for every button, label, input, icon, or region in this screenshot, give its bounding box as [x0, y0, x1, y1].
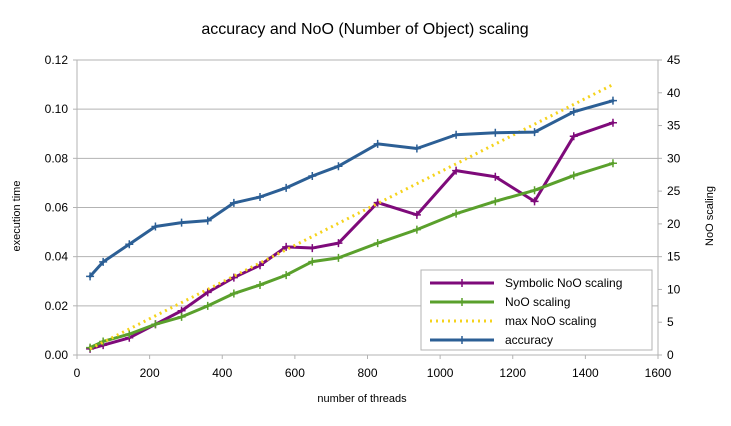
left-axis-ticks: 0.00 0.02 0.04 0.06 0.08 0.10 0.12 — [45, 53, 77, 362]
accuracy-point — [608, 96, 617, 105]
x-tick-label: 400 — [212, 366, 232, 380]
left-tick-label: 0.04 — [45, 250, 69, 264]
max-noo-scaling-line — [89, 83, 614, 351]
symbolic-noo-scaling-point — [308, 244, 317, 253]
accuracy-point — [569, 107, 578, 116]
legend-label-max-noo-scaling: max NoO scaling — [505, 314, 596, 328]
legend-marker-accuracy — [458, 336, 466, 344]
x-tick-label: 200 — [140, 366, 160, 380]
noo-scaling-point — [452, 209, 461, 218]
symbolic-noo-scaling-point — [491, 172, 500, 181]
accuracy-point — [256, 193, 265, 202]
noo-scaling-line — [88, 161, 615, 350]
accuracy-line — [88, 99, 615, 278]
accuracy-point — [203, 216, 212, 225]
noo-scaling-point — [282, 271, 291, 280]
noo-scaling-point — [177, 312, 186, 321]
symbolic-noo-scaling-point — [569, 132, 578, 141]
accuracy-point — [452, 130, 461, 139]
left-tick-label: 0.02 — [45, 299, 69, 313]
accuracy-point — [229, 198, 238, 207]
noo-scaling-point — [99, 337, 108, 346]
noo-scaling-point — [569, 171, 578, 180]
right-tick-label: 10 — [667, 282, 681, 296]
noo-scaling-point — [334, 253, 343, 262]
legend-label-accuracy: accuracy — [505, 333, 553, 347]
right-tick-label: 15 — [667, 250, 681, 264]
noo-scaling-point — [203, 301, 212, 310]
noo-scaling-point — [530, 186, 539, 195]
right-tick-label: 45 — [667, 53, 681, 67]
noo-scaling-point — [229, 289, 238, 298]
legend-label-noo-scaling: NoO scaling — [505, 295, 570, 309]
accuracy-point — [373, 139, 382, 148]
max-noo-scaling-series — [89, 83, 614, 351]
noo-scaling-point — [412, 225, 421, 234]
symbolic-noo-scaling-point — [530, 197, 539, 206]
x-axis-ticks: 0 200 400 600 800 1000 1200 1400 1600 — [74, 355, 672, 380]
accuracy-point — [334, 162, 343, 171]
legend-label-symbolic-noo-scaling: Symbolic NoO scaling — [505, 276, 622, 290]
accuracy-point — [530, 128, 539, 137]
right-tick-label: 0 — [667, 348, 674, 362]
left-axis-title: execution time — [11, 181, 23, 252]
x-tick-label: 600 — [285, 366, 305, 380]
symbolic-noo-scaling-point — [229, 273, 238, 282]
symbolic-noo-scaling-point — [334, 239, 343, 248]
symbolic-noo-scaling-point — [203, 288, 212, 297]
noo-scaling-series — [86, 159, 617, 352]
left-tick-label: 0.06 — [45, 201, 69, 215]
legend-marker-noo-scaling — [458, 298, 466, 306]
right-tick-label: 35 — [667, 119, 681, 133]
right-tick-label: 5 — [667, 315, 674, 329]
right-axis-ticks: 0 5 10 15 20 25 30 35 40 45 — [658, 53, 681, 362]
left-tick-label: 0.00 — [45, 348, 69, 362]
x-tick-label: 800 — [357, 366, 377, 380]
symbolic-noo-scaling-point — [412, 210, 421, 219]
accuracy-point — [308, 172, 317, 181]
accuracy-point — [282, 183, 291, 192]
x-tick-label: 1600 — [645, 366, 672, 380]
left-tick-label: 0.08 — [45, 151, 69, 165]
x-axis-title: number of threads — [317, 393, 407, 405]
symbolic-noo-scaling-point — [608, 118, 617, 127]
chart-title: accuracy and NoO (Number of Object) scal… — [201, 21, 528, 38]
x-tick-label: 1400 — [572, 366, 599, 380]
legend: Symbolic NoO scaling NoO scaling max NoO s… — [420, 269, 653, 351]
accuracy-point — [491, 128, 500, 137]
accuracy-point — [99, 257, 108, 266]
series-layer — [86, 83, 617, 353]
x-tick-label: 0 — [74, 366, 81, 380]
noo-scaling-point — [491, 197, 500, 206]
legend-marker-symbolic-noo-scaling — [458, 279, 466, 287]
right-axis-title: NoO scaling — [704, 186, 716, 246]
right-tick-label: 20 — [667, 217, 681, 231]
noo-scaling-point — [373, 239, 382, 248]
right-tick-label: 40 — [667, 86, 681, 100]
left-tick-label: 0.12 — [45, 53, 69, 67]
left-tick-label: 0.10 — [45, 102, 69, 116]
accuracy-series — [86, 96, 617, 281]
accuracy-point — [412, 144, 421, 153]
noo-scaling-point — [151, 320, 160, 329]
noo-scaling-point — [125, 330, 134, 339]
right-tick-label: 25 — [667, 184, 681, 198]
x-tick-label: 1000 — [427, 366, 454, 380]
accuracy-point — [177, 218, 186, 227]
accuracy-point — [125, 240, 134, 249]
noo-scaling-point — [608, 159, 617, 168]
x-tick-label: 1200 — [499, 366, 526, 380]
accuracy-point — [86, 272, 95, 281]
symbolic-noo-scaling-point — [452, 166, 461, 175]
right-tick-label: 30 — [667, 151, 681, 165]
noo-scaling-point — [308, 257, 317, 266]
accuracy-point — [151, 222, 160, 231]
noo-scaling-point — [256, 280, 265, 289]
